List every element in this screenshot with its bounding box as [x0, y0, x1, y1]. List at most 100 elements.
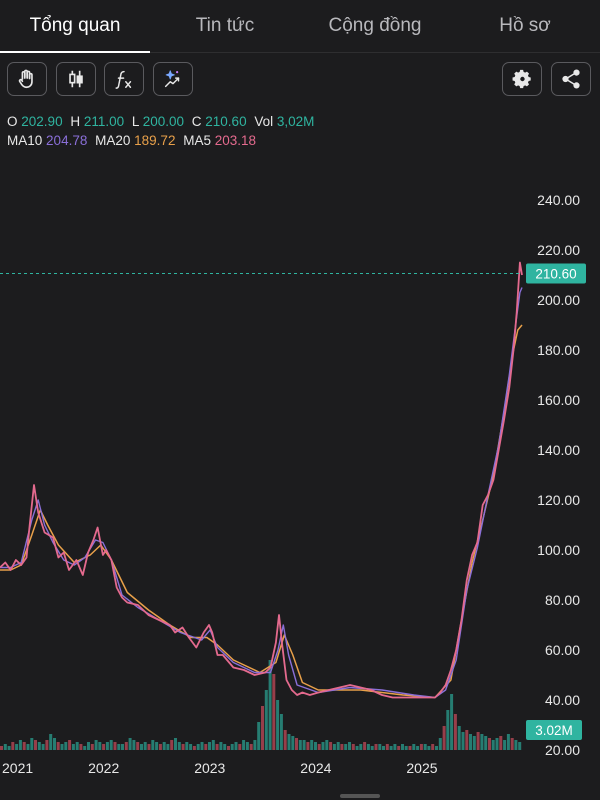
- volume-bar: [291, 736, 295, 750]
- indicators-button[interactable]: [104, 62, 144, 96]
- y-tick-label: 240.00: [537, 192, 580, 208]
- volume-bar: [162, 742, 166, 750]
- volume-bar: [404, 746, 408, 750]
- volume-bar: [514, 740, 518, 750]
- volume-bar: [37, 742, 41, 750]
- volume-bar: [90, 744, 94, 750]
- volume-bar: [53, 738, 56, 750]
- volume-label: Vol: [254, 114, 274, 129]
- volume-bar: [491, 740, 495, 750]
- y-tick-label: 80.00: [545, 592, 580, 608]
- volume-bar: [314, 742, 317, 750]
- top-tab-bar: Tổng quan Tin tức Cộng đồng Hồ sơ: [0, 0, 600, 53]
- ai-sparkle-icon: [164, 70, 180, 88]
- volume-bar: [276, 700, 280, 750]
- volume-value: 3,02M: [276, 114, 315, 129]
- volume-bar: [348, 742, 351, 750]
- tab-profile-label: Hồ sơ: [499, 15, 551, 36]
- volume-bar: [155, 742, 159, 750]
- volume-bar: [238, 744, 242, 750]
- price-chart[interactable]: 240.00 220.00 200.00 180.00 160.00 140.00 120.…: [0, 150, 600, 756]
- volume-bar: [397, 746, 401, 750]
- volume-bar: [264, 690, 268, 750]
- open-value: 202.90: [21, 114, 63, 129]
- volume-bar: [295, 738, 298, 750]
- volume-bar: [393, 744, 397, 750]
- volume-bar: [370, 746, 374, 750]
- volume-bar: [469, 734, 472, 750]
- x-tick-label: 2023: [194, 760, 226, 776]
- drawing-mode-button[interactable]: [7, 62, 47, 96]
- volume-bar: [0, 746, 3, 750]
- volume-bar: [158, 744, 162, 750]
- volume-bar: [472, 736, 476, 750]
- volume-bar: [351, 744, 355, 750]
- volume-tag: 3.02M: [526, 720, 582, 740]
- volume-bar: [385, 744, 389, 750]
- volume-bar: [416, 746, 420, 750]
- volume-bar: [227, 746, 230, 750]
- function-icon: [115, 70, 132, 89]
- share-button[interactable]: [551, 62, 591, 96]
- ma20-label: MA20: [95, 133, 131, 148]
- x-tick-label: 2025: [406, 760, 438, 776]
- volume-bar: [488, 738, 491, 750]
- volume-bar: [208, 742, 211, 750]
- tab-community[interactable]: Cộng đồng: [300, 0, 450, 52]
- tab-news-label: Tin tức: [195, 15, 255, 36]
- ma20-value: 189.72: [134, 133, 176, 148]
- tab-overview[interactable]: Tổng quan: [0, 0, 150, 53]
- volume-bar: [355, 746, 359, 750]
- low-label: L: [131, 114, 139, 129]
- volume-bar: [332, 744, 336, 750]
- y-tick-label: 60.00: [545, 642, 580, 658]
- volume-bar: [45, 740, 49, 750]
- volume-bar: [124, 742, 128, 750]
- volume-bar: [79, 744, 83, 750]
- volume-bar: [450, 694, 454, 750]
- volume-bar: [279, 714, 283, 750]
- volume-bar: [272, 674, 276, 750]
- volume-bar: [223, 744, 227, 750]
- tab-profile[interactable]: Hồ sơ: [450, 0, 600, 52]
- ohlc-row: O 202.90 H 211.00 L 200.00 C 210.60 Vol …: [7, 112, 318, 131]
- volume-bar: [49, 734, 53, 750]
- share-icon: [562, 69, 580, 89]
- settings-icon: [512, 69, 531, 89]
- volume-bar: [310, 740, 314, 750]
- volume-bar: [438, 738, 442, 750]
- volume-bar: [87, 742, 90, 750]
- y-tick-label: 20.00: [545, 742, 580, 756]
- volume-bar: [30, 738, 34, 750]
- close-label: C: [191, 114, 202, 129]
- ma-row: MA10 204.78 MA20 189.72 MA5 203.18: [7, 131, 318, 150]
- volume-bar: [143, 742, 147, 750]
- y-tick-label: 180.00: [537, 342, 580, 358]
- volume-bar: [435, 746, 438, 750]
- volume-bar: [363, 742, 367, 750]
- volume-bar: [174, 738, 177, 750]
- volume-bar: [22, 742, 26, 750]
- volume-bar: [75, 742, 79, 750]
- ai-analysis-button[interactable]: [153, 62, 193, 96]
- x-tick-label: 2024: [300, 760, 332, 776]
- tab-news[interactable]: Tin tức: [150, 0, 300, 52]
- volume-bar: [457, 726, 461, 750]
- volume-bar: [336, 742, 340, 750]
- y-tick-label: 200.00: [537, 292, 580, 308]
- volume-bar: [419, 744, 423, 750]
- volume-bar: [230, 744, 234, 750]
- volume-bar: [200, 742, 204, 750]
- ma10-line: [0, 287, 523, 699]
- volume-bar: [105, 742, 109, 750]
- volume-bar: [26, 744, 30, 750]
- volume-bar: [196, 744, 200, 750]
- settings-button[interactable]: [502, 62, 542, 96]
- volume-bar: [382, 746, 385, 750]
- chart-type-button[interactable]: [56, 62, 96, 96]
- volume-bar: [431, 744, 435, 750]
- ma5-line: [0, 261, 523, 699]
- volume-bar: [510, 738, 514, 750]
- volume-bar: [98, 742, 102, 750]
- volume-bar: [401, 744, 404, 750]
